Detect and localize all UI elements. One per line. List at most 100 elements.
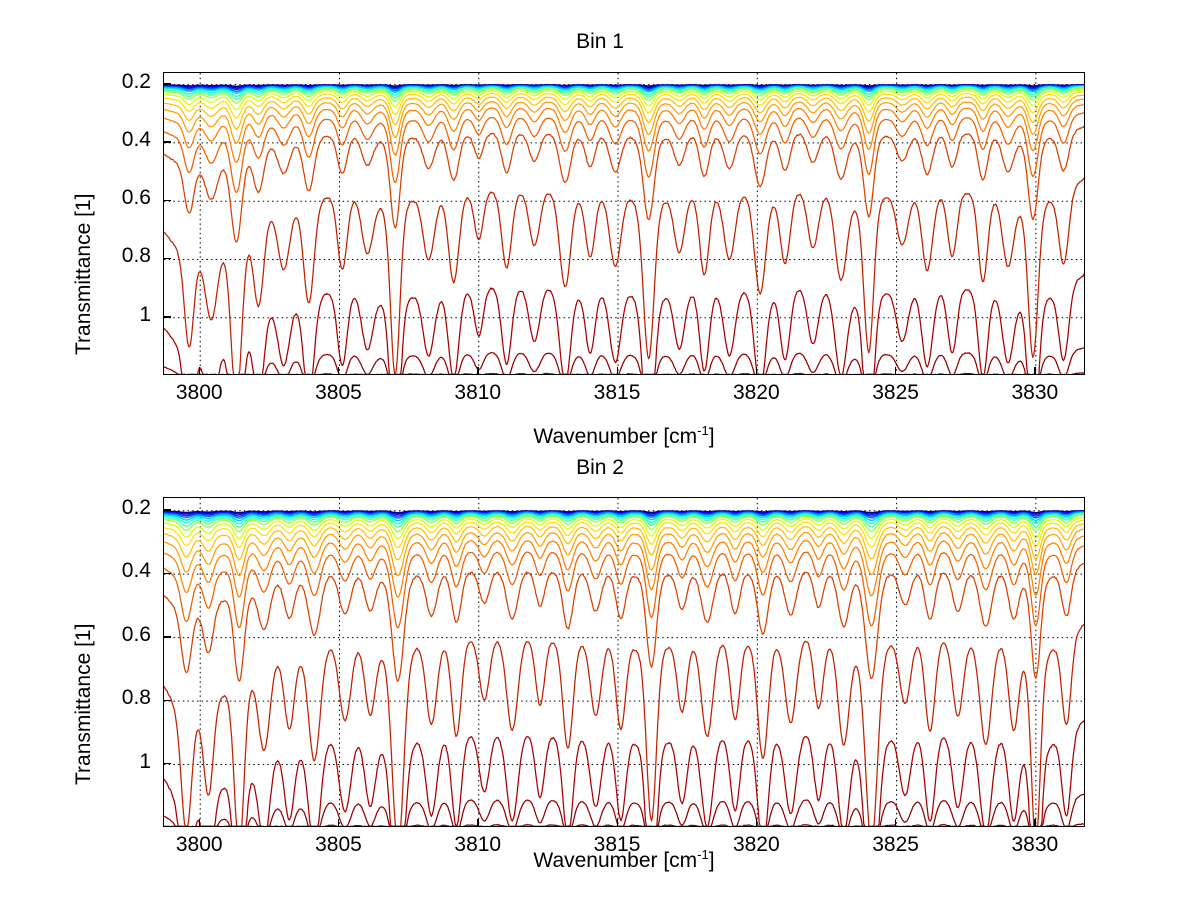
x-tick-label: 3820 [732, 381, 780, 404]
x-axis-label-bin-1: Wavenumber [cm-1] [163, 423, 1085, 449]
spectrum-line [164, 273, 1084, 374]
spectrum-line [164, 125, 1084, 243]
x-tick-mark [198, 367, 201, 375]
x-tick-label: 3810 [454, 833, 502, 856]
spectrum-line [164, 111, 1084, 193]
spectra-plot-bin-2 [164, 498, 1084, 826]
spectrum-line [164, 514, 1084, 533]
y-tick-label: 0.8 [121, 686, 151, 710]
spectrum-line [164, 528, 1084, 577]
x-tick-mark [477, 819, 479, 827]
y-tick-mark [163, 199, 171, 202]
spectrum-line [164, 793, 1084, 826]
y-tick-label: 0.8 [121, 244, 151, 268]
plot-title-bin-1: Bin 1 [576, 30, 624, 53]
y-tick-mark [163, 509, 171, 511]
y-tick-mark [163, 636, 171, 638]
x-tick-mark [895, 819, 897, 827]
spectrum-line [164, 85, 1084, 95]
x-tick-mark [616, 819, 618, 827]
x-tick-label: 3805 [315, 833, 362, 856]
spectrum-line [164, 347, 1084, 374]
spectrum-line [164, 88, 1084, 111]
spectrum-line [164, 512, 1084, 525]
spectrum-line [164, 511, 1084, 522]
x-tick-label: 3815 [593, 381, 641, 404]
axes-bin-2 [163, 497, 1085, 827]
x-tick-mark [755, 819, 758, 827]
x-axis-label-tail: ] [708, 425, 715, 448]
spectra-curves [164, 83, 1084, 374]
spectrum-line [164, 516, 1084, 540]
x-tick-label: 3830 [1011, 833, 1059, 856]
spectra-plot-bin-1 [164, 73, 1084, 374]
x-tick-mark [477, 367, 479, 375]
spectrum-line [164, 90, 1084, 119]
subplot-bin-1: Bin 1 Transmittance [1] Wavenumber [cm-1… [72, 30, 1085, 449]
y-tick-label: 0.2 [121, 69, 151, 93]
spectrum-line [164, 85, 1084, 98]
spectrum-line [164, 519, 1084, 549]
x-tick-mark [895, 367, 897, 375]
spectrum-line [164, 510, 1084, 517]
y-tick-mark [163, 316, 171, 318]
spectrum-line [164, 94, 1084, 130]
x-axis-label-bin-2: Wavenumber [cm-1] [163, 847, 1085, 873]
y-tick-mark [163, 572, 171, 575]
spectrum-line [164, 103, 1084, 163]
y-tick-label: 0.4 [121, 127, 151, 151]
spectrum-line [164, 562, 1084, 683]
y-tick-mark [163, 763, 171, 765]
y-tick-mark [163, 83, 171, 85]
y-tick-label: 0.4 [121, 559, 151, 583]
spectrum-line [164, 511, 1084, 519]
plot-title-bin-2: Bin 2 [576, 456, 624, 479]
x-axis-label-exponent: -1 [697, 423, 709, 438]
spectra-curves [164, 509, 1084, 826]
x-tick-label: 3800 [175, 833, 223, 856]
x-axis-label-text: Wavenumber [cm [533, 425, 698, 448]
x-tick-label: 3815 [593, 833, 641, 856]
y-tick-mark [163, 699, 171, 701]
x-tick-label: 3830 [1011, 381, 1059, 404]
axes-bin-1 [163, 72, 1085, 375]
spectrum-line [164, 523, 1084, 561]
x-tick-label: 3810 [454, 381, 502, 404]
y-tick-label: 1 [139, 302, 151, 326]
y-tick-mark [163, 257, 171, 260]
x-tick-label: 3825 [872, 381, 919, 404]
spectrum-line [164, 509, 1084, 514]
y-axis-label-bin-1: Transmittance [1] [72, 193, 95, 355]
spectrum-line [164, 510, 1084, 516]
y-tick-label: 0.2 [121, 495, 151, 519]
x-tick-label: 3800 [175, 381, 223, 404]
y-tick-label: 0.6 [121, 186, 151, 210]
subplot-bin-2: Bin 2 Transmittance [1] Wavenumber [cm-1… [0, 430, 1200, 901]
spectrum-line [164, 87, 1084, 104]
x-axis-label-text: Wavenumber [cm [533, 849, 698, 872]
spectrum-line [164, 719, 1084, 826]
x-tick-mark [616, 367, 618, 375]
spectrum-line [164, 623, 1084, 826]
spectrum-line [164, 86, 1084, 101]
x-tick-mark [337, 367, 340, 375]
spectrum-line [164, 98, 1084, 144]
x-axis-label-exponent: -1 [697, 847, 709, 862]
x-tick-mark [1034, 367, 1036, 375]
y-tick-label: 0.6 [121, 622, 151, 646]
y-tick-label: 1 [139, 749, 151, 773]
x-tick-mark [755, 367, 758, 375]
x-tick-label: 3825 [872, 833, 919, 856]
x-axis-label-tail: ] [708, 849, 715, 872]
x-tick-mark [1034, 819, 1036, 827]
x-tick-mark [198, 819, 201, 827]
x-tick-mark [337, 819, 340, 827]
x-tick-label: 3805 [315, 381, 362, 404]
spectrum-line [164, 177, 1084, 374]
spectrum-line [164, 545, 1084, 629]
x-tick-label: 3820 [732, 833, 780, 856]
y-tick-mark [163, 141, 171, 143]
spectrum-line [164, 513, 1084, 528]
spectrum-line [164, 535, 1084, 598]
